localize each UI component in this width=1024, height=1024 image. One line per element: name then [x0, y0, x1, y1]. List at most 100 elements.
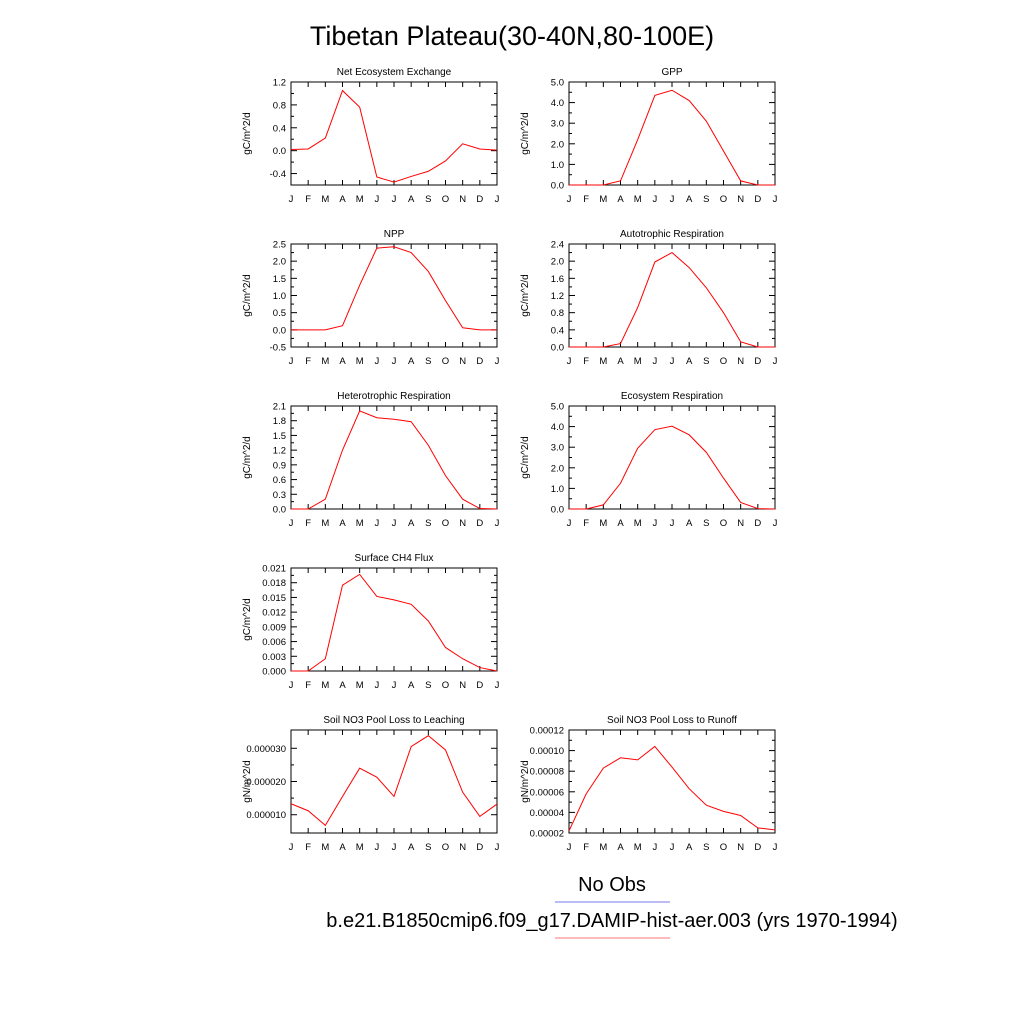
panel-3-ytick-label: 2.5	[273, 240, 286, 251]
panel-2-xtick-label: J	[567, 194, 572, 205]
panel-7-ytick-label: 0.003	[262, 652, 286, 663]
panel-4-xtick-label: M	[634, 356, 642, 367]
panel-8-xtick-label: F	[305, 842, 311, 853]
panel-8-xtick-label: M	[356, 842, 364, 853]
panel-7-xtick-label: J	[392, 680, 397, 691]
panel-4-xtick-label: J	[670, 356, 675, 367]
panel-2-title: GPP	[661, 67, 682, 78]
panel-9-xtick-label: F	[583, 842, 589, 853]
panel-6-xtick-label: N	[737, 518, 744, 529]
panel-1-xtick-label: N	[459, 194, 466, 205]
panel-5-frame	[290, 405, 498, 510]
panel-2-ylabel: gC/m^2/d	[520, 112, 531, 155]
panel-4-ytick-label: 0.8	[551, 308, 564, 319]
panel-7-xtick-label: D	[476, 680, 483, 691]
panel-5-ytick-label: 0.3	[273, 490, 286, 501]
panel-6-xtick-label: A	[617, 518, 624, 529]
panel-8-ytick-label: 0.000010	[246, 810, 286, 821]
panel-4-ytick-label: 0.0	[551, 343, 564, 354]
panel-2-series-line	[569, 89, 775, 186]
panel-4-ytick-label: 0.4	[551, 325, 564, 336]
panel-8-frame	[290, 729, 498, 834]
panel-4-xtick-label: N	[737, 356, 744, 367]
panel-3-xtick-label: M	[321, 356, 329, 367]
panel-3-xtick-label: S	[425, 356, 431, 367]
panel-4-ytick-label: 1.6	[551, 274, 564, 285]
panel-1-ylabel: gC/m^2/d	[242, 112, 253, 155]
panel-4-ytick-label: 1.2	[551, 291, 564, 302]
panel-3-ylabel: gC/m^2/d	[242, 274, 253, 317]
panel-4-xtick-label: J	[567, 356, 572, 367]
panel-3-xtick-label: O	[442, 356, 449, 367]
panel-7-frame	[290, 567, 498, 672]
panel-7-ytick-label: 0.021	[262, 564, 286, 575]
panel-9-xtick-label: M	[599, 842, 607, 853]
panel-2-ytick-label: 2.0	[551, 139, 564, 150]
panel-1-xtick-label: F	[305, 194, 311, 205]
panel-9-xtick-label: D	[754, 842, 761, 853]
panel-5-xtick-label: S	[425, 518, 431, 529]
panel-5-series-line	[291, 410, 498, 510]
panel-8-xtick-label: O	[442, 842, 449, 853]
panel-1-ytick-label: 1.2	[273, 78, 286, 89]
panel-1-xtick-label: A	[339, 194, 346, 205]
panel-2-xtick-label: M	[599, 194, 607, 205]
panel-5-xtick-label: M	[321, 518, 329, 529]
panel-4-title: Autotrophic Respiration	[620, 229, 724, 240]
panel-8-xtick-label: J	[392, 842, 397, 853]
panel-6-xtick-label: J	[773, 518, 778, 529]
panel-4-ylabel: gC/m^2/d	[520, 274, 531, 317]
panel-3-xtick-label: D	[476, 356, 483, 367]
panel-4-xtick-label: F	[583, 356, 589, 367]
panel-1-xtick-label: M	[356, 194, 364, 205]
panel-7-xtick-label: M	[321, 680, 329, 691]
panel-2-ytick-label: 0.0	[551, 181, 564, 192]
panel-7-ytick-label: 0.012	[262, 608, 286, 619]
panel-5-xtick-label: A	[408, 518, 415, 529]
panel-6-ytick-label: 0.0	[551, 505, 564, 516]
panel-5-xtick-label: N	[459, 518, 466, 529]
panel-6-ytick-label: 4.0	[551, 422, 564, 433]
panel-8-title: Soil NO3 Pool Loss to Leaching	[323, 715, 464, 726]
panel-3-ytick-label: 1.0	[273, 291, 286, 302]
panel-7-ytick-label: 0.006	[262, 637, 286, 648]
panel-9-ytick-label: 0.00006	[530, 787, 564, 798]
panel-3-xtick-label: J	[495, 356, 500, 367]
panel-4-ytick-label: 2.4	[551, 240, 564, 251]
panel-6-xtick-label: J	[652, 518, 657, 529]
panel-9-xtick-label: A	[686, 842, 693, 853]
panel-1-ytick-label: -0.4	[270, 169, 286, 180]
panel-8-ytick-label: 0.000030	[246, 744, 286, 755]
panel-6-series-line	[569, 425, 776, 510]
panel-8-xtick-label: S	[425, 842, 431, 853]
panel-3-ytick-label: 2.0	[273, 257, 286, 268]
panel-5-xtick-label: A	[339, 518, 346, 529]
panel-9-ytick-label: 0.00008	[530, 767, 564, 778]
panel-8-ylabel: gN/m^2/d	[242, 760, 253, 803]
panel-7-ytick-label: 0.018	[262, 578, 286, 589]
panel-8-series-line	[290, 735, 498, 827]
panel-3-frame	[290, 243, 498, 348]
panel-6-xtick-label: J	[670, 518, 675, 529]
panel-7-ytick-label: 0.015	[262, 593, 286, 604]
panel-3-ytick-label: -0.5	[270, 343, 286, 354]
panel-5-xtick-label: J	[495, 518, 500, 529]
panel-4-xtick-label: A	[617, 356, 624, 367]
panel-5-ytick-label: 0.0	[273, 505, 286, 516]
panel-2-xtick-label: J	[652, 194, 657, 205]
panel-8-xtick-label: J	[495, 842, 500, 853]
panel-7-ytick-label: 0.000	[262, 667, 286, 678]
panel-1-xtick-label: J	[374, 194, 379, 205]
panel-4-ytick-label: 2.0	[551, 257, 564, 268]
panel-9-xtick-label: M	[634, 842, 642, 853]
panel-5-ylabel: gC/m^2/d	[242, 436, 253, 479]
panel-7-xtick-label: F	[305, 680, 311, 691]
panel-7-title: Surface CH4 Flux	[355, 553, 434, 564]
panel-7-xtick-label: J	[495, 680, 500, 691]
panel-3-xtick-label: J	[392, 356, 397, 367]
panel-8-xtick-label: A	[339, 842, 346, 853]
panel-1-xtick-label: M	[321, 194, 329, 205]
